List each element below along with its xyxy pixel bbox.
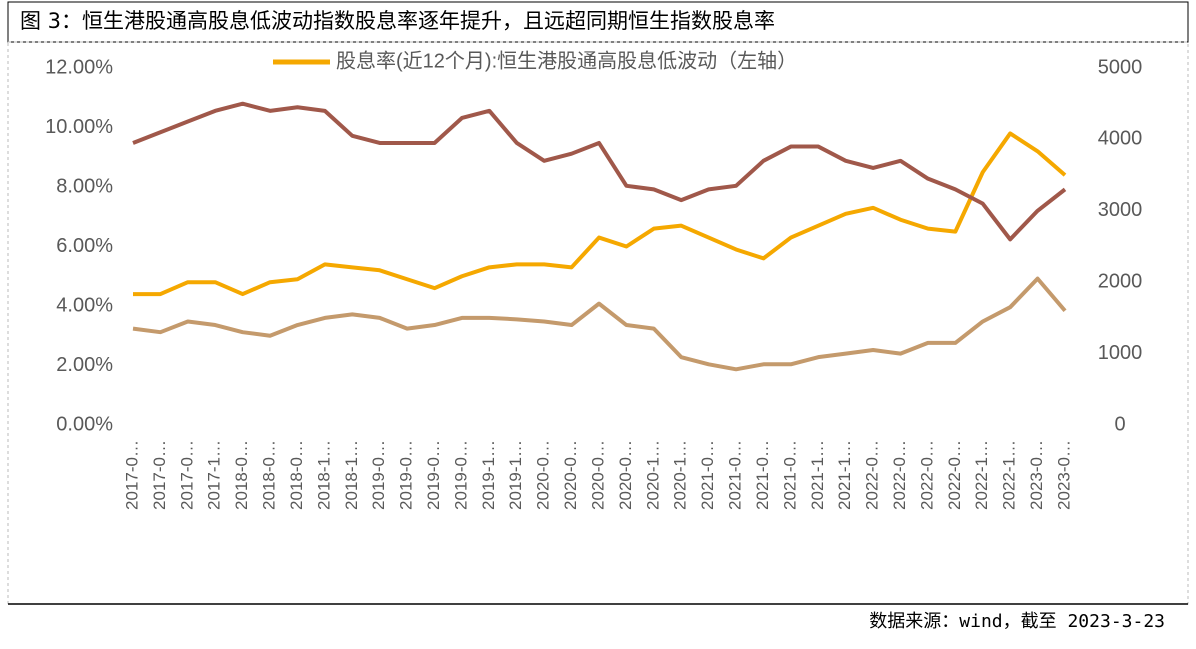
x-tick-label: 2020-1… [671,440,690,510]
x-tick-label: 2019-0… [451,440,470,510]
y-tick-label: 10.00% [45,116,113,138]
y2-tick-label: 0 [1114,413,1125,435]
x-tick-label: 2020-1… [643,440,662,510]
source-note: 数据来源：wind，截至 2023-3-23 [869,611,1165,632]
x-tick-label: 2022-1… [1000,440,1019,510]
x-tick-label: 2022-0… [945,440,964,510]
x-tick-label: 2020-0… [588,440,607,510]
x-tick-label: 2020-0… [616,440,635,510]
x-tick-label: 2021-0… [753,440,772,510]
x-tick-label: 2021-0… [726,440,745,510]
chart-frame [7,41,1189,605]
x-tick-label: 2022-0… [890,440,909,510]
series-line [132,276,1067,372]
x-tick-label: 2022-0… [863,440,882,510]
x-tick-label: 2018-1… [342,440,361,510]
x-tick-label: 2018-1… [314,440,333,510]
x-tick-label: 2017-0… [177,440,196,510]
title-box [7,1,1189,43]
legend-label: 股息率(近12个月):恒生港股通高股息低波动（左轴） [336,49,797,72]
y2-tick-label: 1000 [1098,342,1143,364]
y-tick-label: 2.00% [56,354,113,376]
x-tick-label: 2019-0… [369,440,388,510]
y2-tick-label: 5000 [1098,56,1143,78]
x-tick-label: 2019-0… [424,440,443,510]
x-tick-label: 2017-0… [122,440,141,510]
series-line [132,101,1067,242]
x-tick-label: 2019-1… [506,440,525,510]
y-tick-label: 12.00% [45,56,113,78]
x-tick-label: 2019-0… [397,440,416,510]
x-tick-label: 2021-0… [698,440,717,510]
x-tick-label: 2021-1… [835,440,854,510]
x-tick-label: 2018-0… [232,440,251,510]
x-tick-label: 2017-0… [150,440,169,510]
x-tick-label: 2023-0… [1054,440,1073,510]
x-tick-label: 2019-1… [479,440,498,510]
y2-tick-label: 3000 [1098,199,1143,221]
x-tick-label: 2018-0… [260,440,279,510]
chart-title: 图 3：恒生港股通高股息低波动指数股息率逐年提升，且远超同期恒生指数股息率 [20,9,775,33]
y-tick-label: 6.00% [56,235,113,257]
y-tick-label: 0.00% [56,413,113,435]
x-tick-label: 2017-1… [205,440,224,510]
x-tick-label: 2021-1… [808,440,827,510]
y-tick-label: 8.00% [56,175,113,197]
x-tick-label: 2021-0… [780,440,799,510]
x-tick-label: 2022-0… [917,440,936,510]
y2-tick-label: 2000 [1098,270,1143,292]
x-tick-label: 2020-0… [534,440,553,510]
series-line [133,131,1067,297]
x-tick-label: 2023-0… [1027,440,1046,510]
y-tick-label: 4.00% [56,294,113,316]
y2-tick-label: 4000 [1098,128,1143,150]
x-tick-label: 2018-0… [287,440,306,510]
x-tick-label: 2020-0… [561,440,580,510]
x-tick-label: 2022-1… [972,440,991,510]
